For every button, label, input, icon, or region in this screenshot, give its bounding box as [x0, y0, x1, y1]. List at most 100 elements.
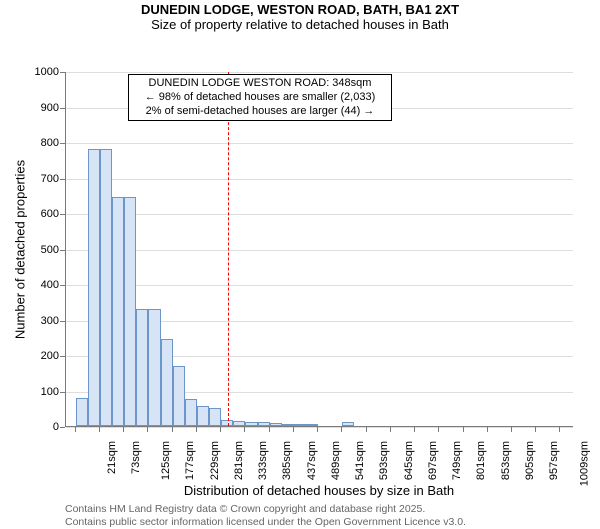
histogram-bar	[148, 309, 160, 426]
xtick-mark	[414, 427, 415, 432]
gridline-h	[66, 214, 573, 215]
ytick-mark	[60, 179, 65, 180]
histogram-bar	[197, 406, 209, 426]
histogram-bar	[124, 197, 136, 426]
xtick-mark	[244, 427, 245, 432]
xtick-label: 957sqm	[548, 441, 560, 480]
xtick-label: 281sqm	[233, 441, 245, 480]
histogram-bar	[88, 149, 100, 426]
histogram-bar	[233, 421, 245, 426]
xtick-mark	[535, 427, 536, 432]
histogram-bar	[161, 339, 173, 426]
xtick-mark	[172, 427, 173, 432]
xtick-mark	[511, 427, 512, 432]
xtick-label: 801sqm	[475, 441, 487, 480]
xtick-mark	[293, 427, 294, 432]
xtick-label: 593sqm	[379, 441, 391, 480]
xtick-label: 385sqm	[282, 441, 294, 480]
ytick-mark	[60, 392, 65, 393]
annotation-line1: DUNEDIN LODGE WESTON ROAD: 348sqm	[133, 77, 387, 91]
xtick-mark	[75, 427, 76, 432]
ytick-mark	[60, 285, 65, 286]
xtick-mark	[487, 427, 488, 432]
histogram-bar	[112, 197, 124, 426]
xtick-label: 177sqm	[185, 441, 197, 480]
gridline-h	[66, 427, 573, 428]
xtick-mark	[366, 427, 367, 432]
ytick-label: 200	[0, 350, 63, 362]
xtick-label: 125sqm	[160, 441, 172, 480]
annotation-box: DUNEDIN LODGE WESTON ROAD: 348sqm ← 98% …	[128, 74, 392, 121]
chart-title-block: DUNEDIN LODGE, WESTON ROAD, BATH, BA1 2X…	[0, 0, 600, 32]
ytick-mark	[60, 250, 65, 251]
xtick-mark	[269, 427, 270, 432]
ytick-label: 300	[0, 315, 63, 327]
histogram-bar	[282, 424, 294, 426]
xtick-label: 541sqm	[354, 441, 366, 480]
ytick-mark	[60, 214, 65, 215]
plot-area	[65, 72, 573, 427]
xtick-label: 1009sqm	[579, 441, 591, 486]
xtick-label: 853sqm	[500, 441, 512, 480]
ytick-label: 700	[0, 173, 63, 185]
xtick-label: 21sqm	[106, 441, 118, 474]
xtick-mark	[196, 427, 197, 432]
xtick-mark	[390, 427, 391, 432]
gridline-h	[66, 143, 573, 144]
footer-note: Contains HM Land Registry data © Crown c…	[65, 503, 466, 529]
xtick-mark	[438, 427, 439, 432]
ytick-mark	[60, 108, 65, 109]
xtick-label: 437sqm	[306, 441, 318, 480]
xtick-mark	[559, 427, 560, 432]
xtick-mark	[317, 427, 318, 432]
xtick-mark	[463, 427, 464, 432]
histogram-bar	[342, 422, 354, 426]
gridline-h	[66, 250, 573, 251]
xtick-mark	[147, 427, 148, 432]
ytick-mark	[60, 72, 65, 73]
x-axis-label: Distribution of detached houses by size …	[65, 483, 573, 498]
ytick-mark	[60, 143, 65, 144]
ytick-mark	[60, 427, 65, 428]
xtick-label: 489sqm	[330, 441, 342, 480]
histogram-bar	[270, 423, 282, 426]
ytick-mark	[60, 321, 65, 322]
xtick-label: 73sqm	[130, 441, 142, 474]
xtick-mark	[123, 427, 124, 432]
histogram-bar	[76, 398, 88, 426]
xtick-label: 229sqm	[209, 441, 221, 480]
xtick-label: 905sqm	[524, 441, 536, 480]
ytick-label: 400	[0, 279, 63, 291]
histogram-bar	[185, 399, 197, 426]
xtick-label: 333sqm	[257, 441, 269, 480]
chart-title-line1: DUNEDIN LODGE, WESTON ROAD, BATH, BA1 2X…	[0, 2, 600, 17]
chart-title-line2: Size of property relative to detached ho…	[0, 17, 600, 32]
annotation-line2: ← 98% of detached houses are smaller (2,…	[133, 91, 387, 105]
histogram-bar	[306, 424, 318, 426]
ytick-label: 800	[0, 137, 63, 149]
ytick-label: 0	[0, 421, 63, 433]
histogram-bar	[136, 309, 148, 426]
ytick-mark	[60, 356, 65, 357]
ytick-label: 100	[0, 386, 63, 398]
histogram-bar	[294, 424, 306, 426]
xtick-mark	[220, 427, 221, 432]
histogram-bar	[173, 366, 185, 426]
footer-line1: Contains HM Land Registry data © Crown c…	[65, 503, 466, 516]
footer-line2: Contains public sector information licen…	[65, 516, 466, 529]
gridline-h	[66, 179, 573, 180]
xtick-mark	[341, 427, 342, 432]
y-axis-label: Number of detached properties	[13, 149, 28, 349]
histogram-bar	[100, 149, 112, 426]
annotation-line3: 2% of semi-detached houses are larger (4…	[133, 105, 387, 119]
histogram-bar	[258, 422, 270, 426]
gridline-h	[66, 285, 573, 286]
ytick-label: 500	[0, 244, 63, 256]
histogram-bar	[245, 422, 257, 426]
ytick-label: 1000	[0, 66, 63, 78]
xtick-label: 645sqm	[403, 441, 415, 480]
ytick-label: 900	[0, 102, 63, 114]
xtick-label: 697sqm	[427, 441, 439, 480]
xtick-mark	[99, 427, 100, 432]
histogram-bar	[209, 408, 221, 426]
